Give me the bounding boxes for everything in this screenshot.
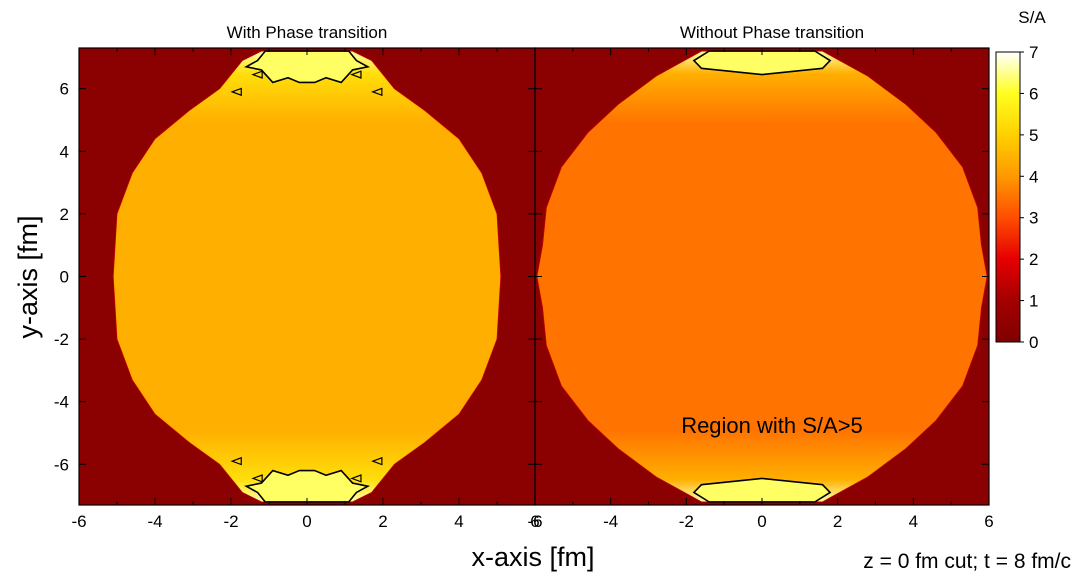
y-tick-label: 4 xyxy=(60,142,69,161)
y-axis-label: y-axis [fm] xyxy=(13,215,43,338)
colorbar-gradient xyxy=(995,51,1021,343)
x-tick-label: 6 xyxy=(530,512,539,531)
contour-fragment xyxy=(230,456,242,466)
x-tick-label: -6 xyxy=(71,512,86,531)
footnote-text: z = 0 fm cut; t = 8 fm/c xyxy=(863,550,1071,573)
colorbar-tick-label: 5 xyxy=(1029,126,1038,145)
x-tick-label: -6 xyxy=(527,512,542,531)
contour-fragment xyxy=(251,70,263,79)
x-tick-label: 4 xyxy=(909,512,918,531)
annotation-text: Region with S/A>5 xyxy=(681,413,863,438)
contour-fragment xyxy=(251,474,263,483)
contour-fragment xyxy=(371,456,383,466)
panel-title: With Phase transition xyxy=(227,23,388,42)
contour-fragment xyxy=(371,87,383,97)
heatmap-panel-with-phase-transition: With Phase transition xyxy=(78,23,536,506)
contour-fragment xyxy=(350,474,362,483)
x-tick-label: -4 xyxy=(147,512,162,531)
y-tick-label: -2 xyxy=(54,330,69,349)
x-tick-label: 0 xyxy=(302,512,311,531)
x-tick-label: 2 xyxy=(378,512,387,531)
colorbar-tick-label: 7 xyxy=(1029,43,1038,62)
x-tick-label: 2 xyxy=(833,512,842,531)
colorbar-tick-label: 4 xyxy=(1029,167,1038,186)
colorbar-tick-label: 0 xyxy=(1029,333,1038,352)
x-tick-label: -4 xyxy=(603,512,618,531)
y-tick-label: 0 xyxy=(60,268,69,287)
contour-fragment xyxy=(230,87,242,97)
y-tick-label: 2 xyxy=(60,205,69,224)
colorbar-tick-label: 3 xyxy=(1029,209,1038,228)
colorbar-label: S/A xyxy=(1018,8,1046,27)
x-axis-label: x-axis [fm] xyxy=(471,542,594,572)
y-tick-label: -6 xyxy=(54,455,69,474)
x-tick-label: 4 xyxy=(454,512,463,531)
colorbar-tick-label: 1 xyxy=(1029,292,1038,311)
contour-fragment xyxy=(350,70,362,79)
contour-s-a-5-bottom xyxy=(243,469,371,503)
colorbar-tick-label: 6 xyxy=(1029,84,1038,103)
x-tick-label: -2 xyxy=(679,512,694,531)
heatmap-panel-without-phase-transition: Without Phase transition xyxy=(534,23,990,506)
y-tick-label: -4 xyxy=(54,393,69,412)
y-tick-label: 6 xyxy=(60,80,69,99)
panel-title: Without Phase transition xyxy=(680,23,864,42)
colorbar: 0 1 2 3 4 5 6 7 S/A xyxy=(995,8,1046,352)
x-tick-label: 0 xyxy=(757,512,766,531)
contour-s-a-5-top xyxy=(243,50,371,84)
x-tick-label: 6 xyxy=(984,512,993,531)
colorbar-tick-label: 2 xyxy=(1029,250,1038,269)
x-tick-label: -2 xyxy=(223,512,238,531)
